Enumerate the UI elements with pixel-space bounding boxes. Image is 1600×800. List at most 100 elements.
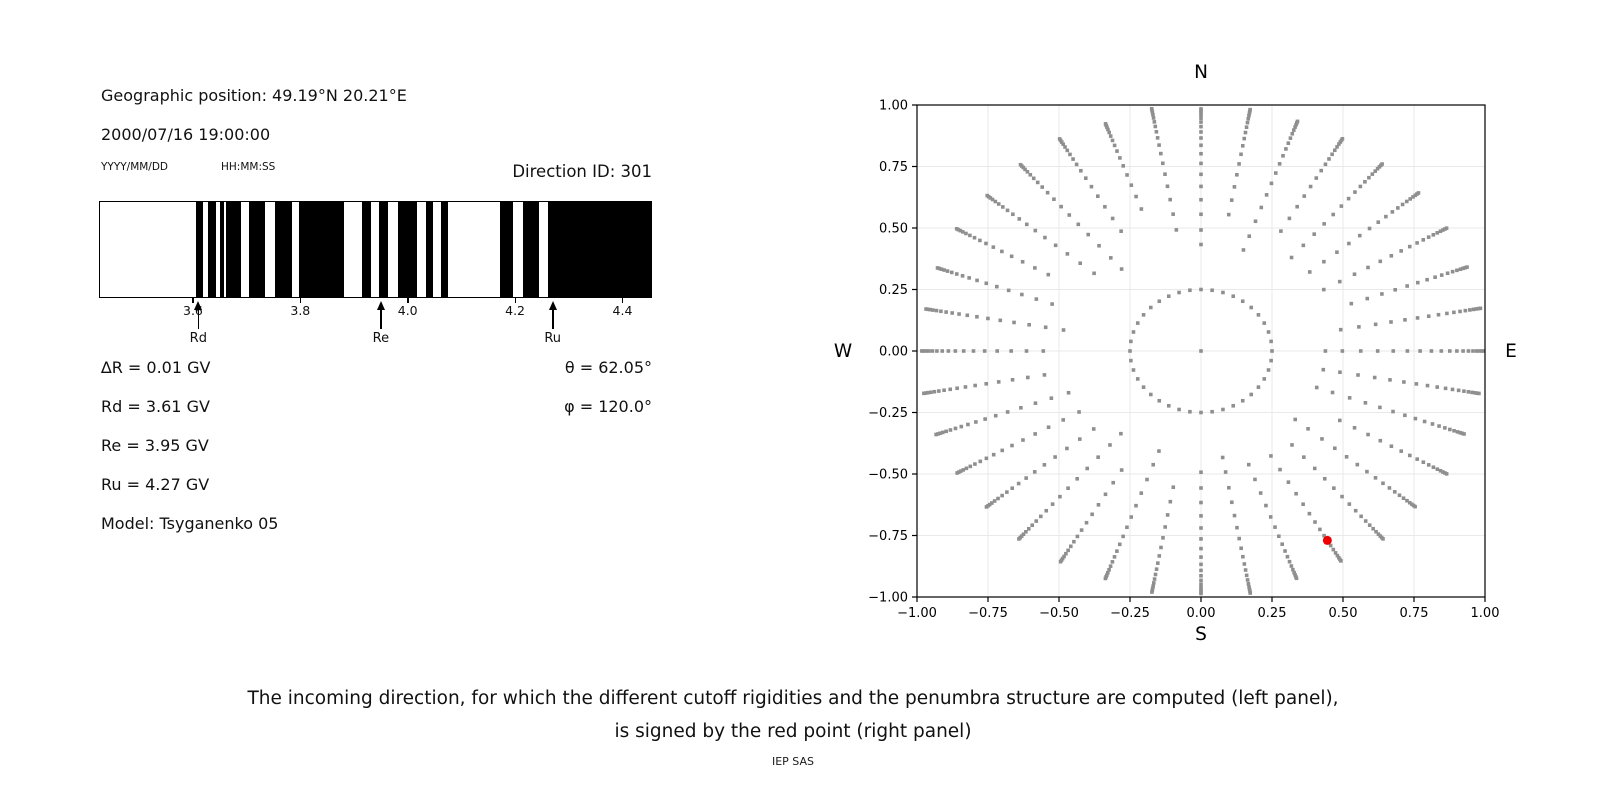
asymptotic-direction-dot [1373,322,1378,327]
asymptotic-direction-dot [1031,176,1036,181]
penumbra-barcode [99,201,652,298]
asymptotic-direction-dot [1269,454,1273,458]
asymptotic-direction-dot [1108,564,1113,568]
asymptotic-direction-dot [1337,142,1341,146]
asymptotic-direction-dot [955,386,959,391]
asymptotic-direction-dot [1397,493,1402,498]
asymptotic-direction-dot [1010,486,1015,491]
asymptotic-direction-dot [1466,390,1471,394]
ring-dot [1221,290,1225,295]
asymptotic-direction-dot [1380,292,1384,296]
asymptotic-direction-dot [936,432,940,436]
asymptotic-direction-dot [1470,390,1474,395]
asymptotic-direction-dot [1247,587,1252,592]
cutoff-arrow-head [376,301,385,310]
asymptotic-direction-dot [954,272,959,276]
asymptotic-direction-dot [1463,265,1467,270]
asymptotic-direction-dot [1335,250,1339,255]
asymptotic-direction-dot [961,349,966,353]
asymptotic-direction-dot [1084,520,1089,525]
compass-label-north: N [1194,62,1208,83]
rd-value: Rd = 3.61 GV [101,397,210,416]
rigidity-axis-tick [514,298,516,303]
compass-label-east: E [1505,341,1517,362]
figure-caption: The incoming direction, for which the di… [0,688,1586,742]
asymptotic-direction-dot [1016,481,1021,486]
asymptotic-direction-dot [1118,156,1122,160]
penumbra-black-band [219,202,224,297]
asymptotic-direction-dot [1389,254,1394,258]
asymptotic-direction-dot [990,501,994,505]
asymptotic-direction-dot [1242,562,1247,566]
asymptotic-direction-dot [1389,320,1393,324]
asymptotic-direction-dot [1426,463,1431,467]
asymptotic-direction-dot [1281,154,1285,158]
asymptotic-direction-dot [1286,480,1291,484]
asymptotic-direction-dot [968,233,972,238]
asymptotic-direction-dot [1115,549,1119,553]
asymptotic-direction-dot [1061,142,1065,147]
asymptotic-direction-dot [1431,465,1436,470]
asymptotic-direction-dot [932,389,937,394]
cutoff-arrow-head [194,301,203,310]
asymptotic-direction-dot [1268,515,1273,519]
asymptotic-direction-dot [1033,266,1037,270]
asymptotic-direction-dot [1199,555,1203,559]
asymptotic-direction-dot [1019,405,1023,410]
asymptotic-direction-dot [1302,455,1306,459]
ring-dot [1177,290,1181,295]
incoming-direction-red-point [1322,535,1332,545]
center-dot [1199,349,1203,353]
asymptotic-direction-dot [1153,572,1158,577]
rigidity-axis-tick [407,298,409,303]
ring-dot [1249,305,1254,310]
asymptotic-direction-dot [1043,325,1048,330]
asymptotic-direction-dot [1322,259,1326,264]
asymptotic-direction-dot [1376,220,1381,224]
asymptotic-direction-dot [1226,212,1231,217]
asymptotic-direction-dot [1115,149,1119,153]
asymptotic-direction-dot [1237,536,1241,541]
asymptotic-direction-dot [1269,181,1274,186]
asymptotic-direction-dot [1401,496,1406,501]
asymptotic-direction-dot [1466,349,1471,353]
y-tick-label: 0.00 [879,345,908,360]
asymptotic-direction-dot [1426,235,1431,239]
y-tick-label: −0.75 [868,529,908,544]
asymptotic-direction-dot [1283,549,1287,553]
asymptotic-direction-dot [1050,302,1054,306]
asymptotic-direction-dot [1471,349,1475,353]
asymptotic-direction-dot [945,269,950,273]
asymptotic-direction-dot [1367,226,1372,231]
asymptotic-direction-dot [1416,280,1420,285]
asymptotic-direction-dot [1010,443,1014,448]
asymptotic-direction-dot [1235,172,1239,177]
asymptotic-direction-dot [1110,560,1115,564]
asymptotic-direction-dot [1438,229,1443,234]
asymptotic-direction-dot [995,284,999,289]
penumbra-black-band [522,202,540,297]
asymptotic-direction-dot [1134,503,1138,508]
asymptotic-direction-dot [1356,373,1360,377]
asymptotic-direction-dot [1408,453,1412,458]
asymptotic-direction-dot [1155,136,1160,140]
asymptotic-direction-dot [1165,184,1170,189]
asymptotic-direction-dot [1005,208,1010,213]
asymptotic-direction-dot [1058,494,1062,499]
asymptotic-direction-dot [1264,193,1269,197]
asymptotic-direction-dot [1463,308,1468,313]
asymptotic-direction-dot [1199,197,1203,202]
asymptotic-direction-dot [924,349,928,353]
asymptotic-direction-dot [1199,514,1203,518]
asymptotic-direction-dot [1024,349,1029,353]
cutoff-arrow-stem [197,308,200,329]
asymptotic-direction-dot [1477,391,1481,396]
asymptotic-direction-dot [1474,307,1479,311]
asymptotic-direction-dot [1455,430,1460,434]
asymptotic-direction-dot [967,276,971,280]
x-tick-label: −1.00 [897,606,937,621]
asymptotic-direction-dot [1392,490,1397,494]
asymptotic-direction-dot [991,452,996,457]
asymptotic-direction-dot [964,466,969,471]
asymptotic-direction-dot [1199,228,1203,232]
